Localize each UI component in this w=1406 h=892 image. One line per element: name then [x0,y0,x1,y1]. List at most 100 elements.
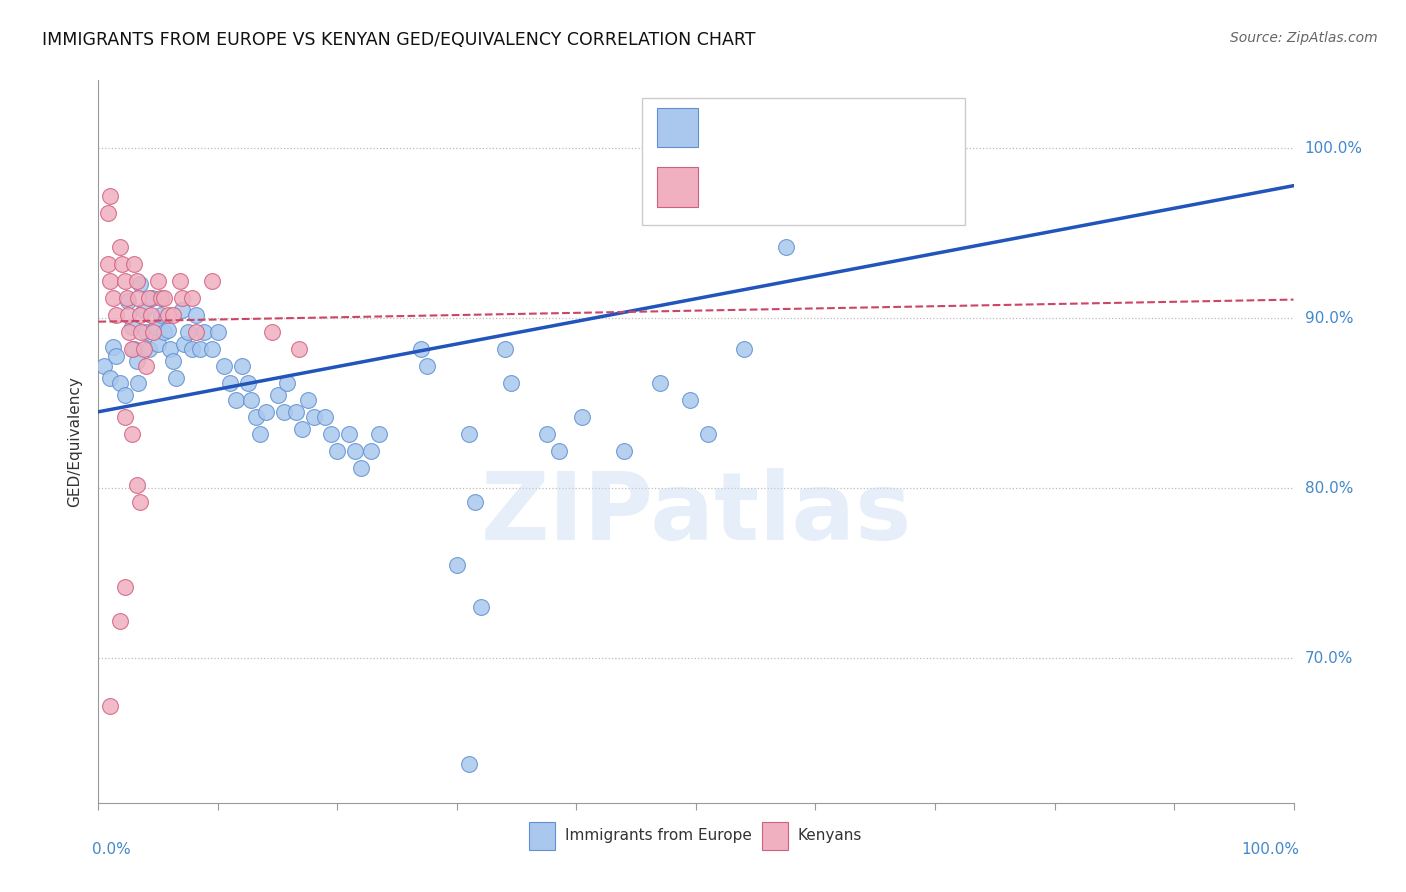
Point [148,274,170,288]
Point [339,426,361,441]
Point [464,495,486,509]
Bar [657,167,699,207]
Point [117,294,139,309]
Text: R = 0.297: R = 0.297 [714,120,794,135]
Point [207,325,229,339]
Point [793,206,815,220]
Point [131,325,153,339]
Point [173,336,195,351]
Point [127,291,149,305]
Point [108,614,131,628]
Point [129,495,152,509]
Point [141,291,163,305]
Point [97,257,120,271]
Point [254,405,277,419]
Point [121,342,143,356]
Point [547,443,569,458]
Point [142,325,165,339]
Point [613,443,636,458]
Point [172,291,194,305]
Point [124,342,146,356]
Point [129,277,152,292]
Point [186,325,208,339]
Point [124,257,146,271]
Point [648,376,672,390]
Point [536,426,558,441]
Text: N = 79: N = 79 [852,120,907,135]
Bar [657,108,699,147]
Point [127,376,149,390]
Point [177,325,200,339]
Point [697,426,720,441]
Text: Source: ZipAtlas.com: Source: ZipAtlas.com [1230,31,1378,45]
Text: Kenyans: Kenyans [797,828,862,843]
Point [121,319,143,334]
Point [169,274,191,288]
Text: R = 0.013: R = 0.013 [714,181,794,196]
Point [115,291,138,305]
Point [118,325,141,339]
Y-axis label: GED/Equivalency: GED/Equivalency [67,376,83,507]
Point [267,388,290,402]
Point [108,240,131,254]
Point [302,409,325,424]
Point [149,291,172,305]
Point [201,274,224,288]
Point [172,302,194,317]
Point [138,342,160,356]
Point [117,308,139,322]
Point [156,308,179,322]
Point [411,342,433,356]
Point [114,274,136,288]
Point [114,409,136,424]
Point [470,600,492,615]
Point [180,291,202,305]
Point [145,319,167,334]
Point [101,291,124,305]
Point [276,376,298,390]
Point [165,371,187,385]
Point [219,376,242,390]
Point [121,426,143,441]
Point [125,478,148,492]
Point [240,392,263,407]
Point [679,392,702,407]
Point [416,359,439,373]
Point [315,409,337,424]
Point [114,580,136,594]
Point [350,461,373,475]
Bar [529,822,555,850]
Point [111,257,134,271]
Point [132,342,155,356]
Point [125,274,148,288]
Point [153,291,176,305]
Point [159,342,181,356]
Point [105,308,128,322]
Text: N = 42: N = 42 [852,181,907,196]
Point [188,342,211,356]
Point [129,308,152,322]
Point [93,359,115,373]
Point [360,443,382,458]
Point [156,323,179,337]
Point [321,426,343,441]
Point [273,405,295,419]
Point [284,405,307,419]
Text: 80.0%: 80.0% [1305,481,1353,496]
Point [344,443,367,458]
Point [260,325,283,339]
Text: 70.0%: 70.0% [1305,651,1353,665]
Point [494,342,516,356]
Point [138,291,160,305]
Point [135,359,157,373]
Point [153,325,176,339]
Point [733,342,755,356]
Point [212,359,235,373]
Point [193,325,215,339]
Text: 100.0%: 100.0% [1241,842,1299,857]
Point [105,349,128,363]
Point [114,388,136,402]
Point [108,376,131,390]
Point [98,698,122,713]
Point [148,336,170,351]
